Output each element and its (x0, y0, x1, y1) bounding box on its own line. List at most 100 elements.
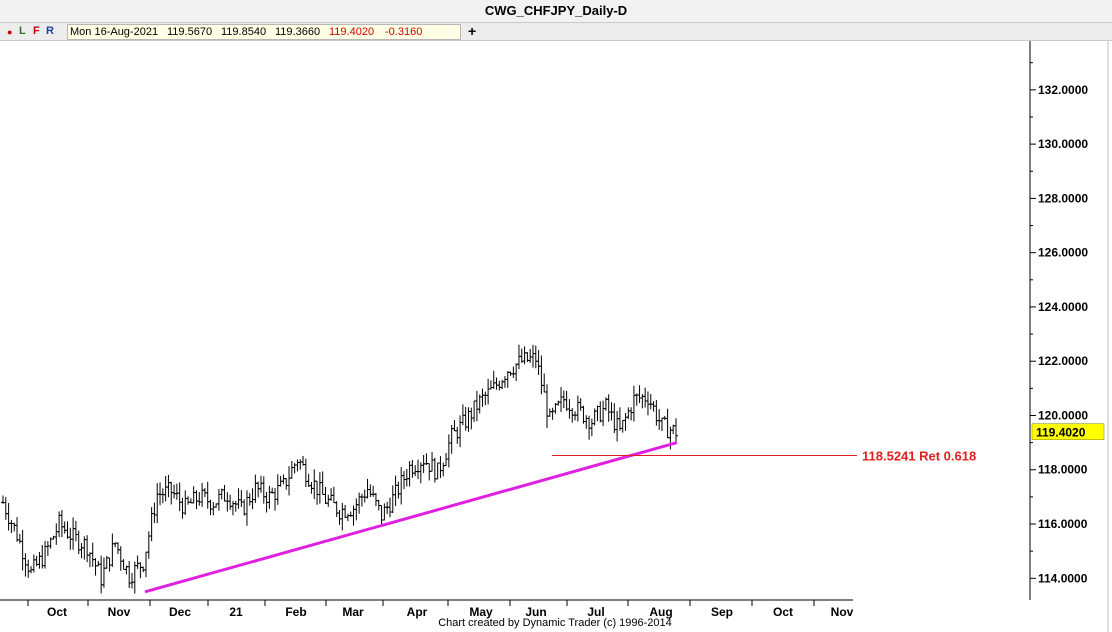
ohlc-bar (174, 483, 179, 500)
toolbar-f-button[interactable]: F (33, 25, 40, 37)
ohlc-bar (427, 463, 432, 481)
ohlc-bar (149, 507, 154, 542)
x-tick-label: Oct (773, 605, 793, 619)
ohlc-bar (85, 535, 90, 563)
ohlc-bar (488, 380, 493, 390)
ohlc-bar (494, 377, 499, 390)
toolbar-l-button[interactable]: L (19, 25, 26, 37)
ohlc-bar (118, 546, 123, 571)
bar-date: Mon 16-Aug-2021 (70, 26, 159, 38)
x-tick-label: Sep (711, 605, 733, 619)
ohlc-bar (180, 497, 185, 519)
ohlc-bar (547, 408, 552, 417)
ohlc-bar (435, 462, 440, 480)
chart-overlays: 118.5241 Ret 0.618 119.4020 (144, 423, 1105, 594)
ohlc-bar (320, 471, 325, 495)
ohlc-bar (606, 394, 611, 422)
ohlc-bar (530, 344, 535, 368)
y-tick-label: 132.0000 (1038, 83, 1088, 97)
toolbar-r-button[interactable]: R (46, 25, 54, 37)
ohlc-bar (371, 485, 376, 497)
ohlc-bar (528, 348, 533, 363)
ohlc-bar (601, 400, 606, 427)
last-price-label: 119.4020 (1036, 426, 1086, 440)
ohlc-bar (65, 521, 70, 539)
ohlc-bar (401, 470, 406, 490)
ohlc-bar (643, 387, 648, 408)
ohlc-bar (589, 418, 594, 437)
ohlc-bar (211, 502, 216, 516)
x-tick-label: Aug (649, 605, 672, 619)
ohlc-bar (287, 466, 292, 496)
ohlc-bar (197, 492, 202, 506)
ohlc-bar (309, 481, 314, 494)
ohlc-bar (654, 400, 659, 426)
ohlc-bar (160, 488, 165, 504)
ohlc-bar (9, 519, 14, 534)
ohlc-bar (500, 379, 505, 390)
ohlc-bar (368, 484, 373, 497)
ohlc-bar (502, 376, 507, 388)
ohlc-bar (331, 486, 336, 504)
ohlc-bar (373, 493, 378, 507)
ohlc-bar (505, 371, 510, 388)
ohlc-bar (334, 501, 339, 518)
status-dot-icon[interactable]: ● (7, 27, 13, 37)
chart-credit: Chart created by Dynamic Trader (c) 1996… (438, 617, 672, 629)
ohlc-bar (659, 417, 664, 432)
ohlc-bar (230, 500, 235, 516)
ohlc-bar (200, 482, 205, 507)
retracement-label: 118.5241 Ret 0.618 (862, 449, 976, 464)
ohlc-bar (225, 492, 230, 512)
ohlc-bar (186, 496, 191, 505)
ohlc-bar (354, 498, 359, 521)
ohlc-bar (337, 509, 342, 525)
ohlc-bar (533, 345, 538, 369)
ohlc-bar (345, 513, 350, 522)
ohlc-bar (17, 533, 22, 544)
y-tick-label: 120.0000 (1038, 408, 1088, 422)
ohlc-bar (155, 483, 160, 524)
y-tick-label: 118.0000 (1038, 463, 1088, 477)
ohlc-bar (298, 459, 303, 470)
price-bars (1, 344, 678, 594)
ohlc-bar (584, 415, 589, 429)
ohlc-bar (648, 394, 653, 410)
y-tick-label: 130.0000 (1038, 137, 1088, 151)
ohlc-bar (87, 552, 92, 568)
price-axis: 114.0000 116.0000 118.0000 120.0000 122.0000… (1030, 62, 1088, 585)
ohlc-bar (472, 400, 477, 422)
chart-title: CWG_CHFJPY_Daily-D (0, 0, 1112, 23)
ohlc-bar (258, 475, 263, 493)
ohlc-bar (256, 481, 261, 498)
y-tick-label: 122.0000 (1038, 354, 1088, 368)
time-axis: Oct Nov Dec 21 Feb Mar Apr May Jun Jul Aug Sep Oct No… (27, 600, 854, 619)
ohlc-bar (6, 502, 11, 531)
chart-frame (0, 41, 1109, 632)
chart-toolbar: ● L F R Mon 16-Aug-2021 119.5670 119.854… (0, 23, 1112, 41)
ohlc-bar (315, 480, 320, 505)
ohlc-bar (90, 542, 95, 567)
ohlc-bar (536, 350, 541, 375)
ohlc-bar (615, 410, 620, 442)
ohlc-bar (559, 387, 564, 412)
ohlc-bar (275, 474, 280, 505)
ohlc-bar (239, 490, 244, 508)
ohlc-bar (385, 501, 390, 514)
ohlc-bar (166, 474, 171, 498)
ohlc-bar (620, 419, 625, 433)
ohlc-bar (40, 544, 45, 569)
ohlc-bar (59, 510, 64, 538)
ohlc-bar (399, 467, 404, 505)
ohlc-bar (31, 554, 36, 573)
ohlc-bar (578, 398, 583, 411)
ohlc-bar (110, 533, 115, 567)
ohlc-bar (129, 572, 134, 589)
ohlc-bar (281, 474, 286, 485)
ohlc-bar (312, 469, 317, 500)
ohlc-bar (665, 408, 670, 439)
add-button[interactable]: + (468, 23, 477, 39)
ohlc-bar (612, 403, 617, 433)
ohlc-bar (674, 418, 678, 443)
